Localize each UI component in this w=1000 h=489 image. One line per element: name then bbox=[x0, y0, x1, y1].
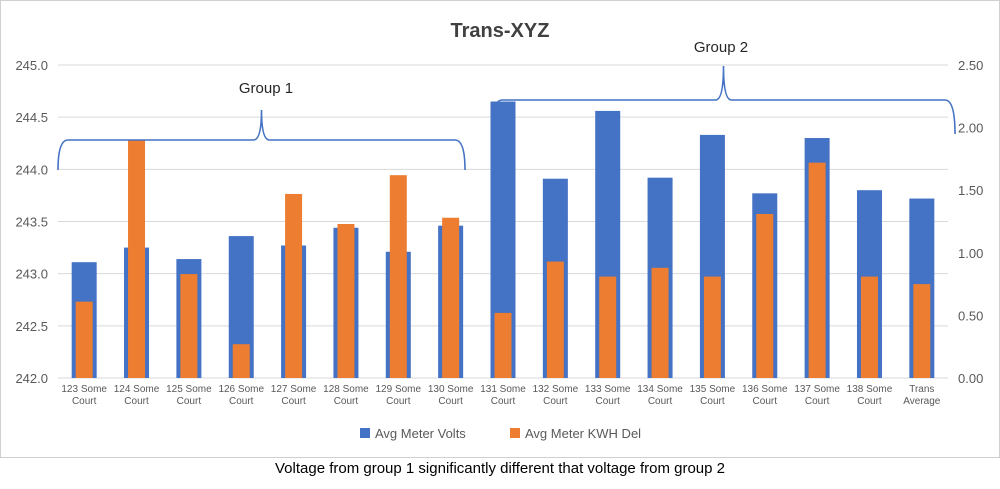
x-tick-label: Court bbox=[700, 396, 725, 407]
x-tick-label: 129 Some bbox=[375, 384, 421, 395]
bar-avg-meter-kwh-del bbox=[128, 140, 146, 378]
bar-avg-meter-kwh-del bbox=[808, 162, 826, 378]
chart-svg: Trans-XYZ 242.0 242.5 243.0 243.5 244.0 244.5 2… bbox=[15, 20, 983, 441]
bar-avg-meter-kwh-del bbox=[442, 217, 460, 378]
x-tick-label: Court bbox=[177, 396, 202, 407]
bar-avg-meter-kwh-del bbox=[75, 301, 93, 378]
x-tick-label: 130 Some bbox=[428, 384, 474, 395]
y-left-tick-label: 243.0 bbox=[15, 267, 48, 282]
y-right-tick-label: 1.50 bbox=[958, 183, 983, 198]
x-tick-label: Court bbox=[72, 396, 97, 407]
x-tick-label: Average bbox=[903, 396, 941, 407]
x-tick-label: 136 Some bbox=[742, 384, 788, 395]
bar-avg-meter-kwh-del bbox=[599, 276, 617, 378]
group-2-label: Group 2 bbox=[694, 39, 748, 56]
bar-avg-meter-kwh-del bbox=[389, 175, 407, 378]
x-tick-label: Court bbox=[438, 396, 463, 407]
x-tick-label: 124 Some bbox=[114, 384, 160, 395]
bar-avg-meter-kwh-del bbox=[546, 261, 564, 378]
bar-avg-meter-kwh-del bbox=[232, 344, 250, 378]
bar-avg-meter-kwh-del bbox=[860, 276, 878, 378]
y-left-tick-label: 242.5 bbox=[15, 319, 48, 334]
group-1-label: Group 1 bbox=[239, 80, 293, 97]
x-tick-label: 123 Some bbox=[61, 384, 107, 395]
x-tick-label: Court bbox=[386, 396, 411, 407]
y-left-tick-label: 243.5 bbox=[15, 215, 48, 230]
x-tick-label: 127 Some bbox=[271, 384, 317, 395]
y-right-tick-label: 1.00 bbox=[958, 246, 983, 261]
legend-label-avg-meter-volts: Avg Meter Volts bbox=[375, 426, 466, 441]
y-right-tick-label: 2.00 bbox=[958, 121, 983, 136]
x-tick-label: 125 Some bbox=[166, 384, 212, 395]
x-tick-label: Court bbox=[334, 396, 359, 407]
x-tick-label: 137 Some bbox=[794, 384, 840, 395]
x-tick-label: Trans bbox=[909, 384, 934, 395]
x-tick-label: Court bbox=[648, 396, 673, 407]
y-right-tick-label: 0.50 bbox=[958, 308, 983, 323]
x-tick-label: Court bbox=[229, 396, 254, 407]
group-2-brace bbox=[491, 65, 956, 135]
y-right-tick-label: 0.00 bbox=[958, 371, 983, 386]
x-tick-label: Court bbox=[491, 396, 516, 407]
bar-avg-meter-kwh-del bbox=[913, 284, 931, 378]
x-tick-label: 138 Some bbox=[847, 384, 893, 395]
legend-swatch-avg-meter-volts bbox=[360, 428, 370, 438]
bar-avg-meter-kwh-del bbox=[337, 224, 355, 378]
x-tick-label: 128 Some bbox=[323, 384, 369, 395]
x-tick-label: 134 Some bbox=[637, 384, 683, 395]
x-tick-label: 131 Some bbox=[480, 384, 526, 395]
bar-avg-meter-kwh-del bbox=[703, 276, 721, 378]
x-tick-label: Court bbox=[281, 396, 306, 407]
group-1-brace bbox=[57, 109, 466, 171]
legend-label-avg-meter-kwh-del: Avg Meter KWH Del bbox=[525, 426, 641, 441]
x-tick-label: Court bbox=[124, 396, 149, 407]
y-left-tick-label: 245.0 bbox=[15, 58, 48, 73]
x-tick-label: 126 Some bbox=[218, 384, 264, 395]
bar-avg-meter-kwh-del bbox=[756, 213, 774, 378]
y-right-tick-label: 2.50 bbox=[958, 58, 983, 73]
bar-avg-meter-kwh-del bbox=[285, 193, 303, 378]
y-left-tick-label: 244.5 bbox=[15, 110, 48, 125]
x-tick-label: 133 Some bbox=[585, 384, 631, 395]
x-tick-label: Court bbox=[805, 396, 830, 407]
y-left-tick-label: 244.0 bbox=[15, 162, 48, 177]
x-tick-label: 135 Some bbox=[690, 384, 736, 395]
chart-caption: Voltage from group 1 significantly diffe… bbox=[275, 460, 725, 477]
x-tick-label: Court bbox=[595, 396, 620, 407]
bar-avg-meter-kwh-del bbox=[180, 274, 198, 378]
bar-avg-meter-kwh-del bbox=[494, 312, 512, 378]
y-left-tick-label: 242.0 bbox=[15, 371, 48, 386]
legend-swatch-avg-meter-kwh-del bbox=[510, 428, 520, 438]
x-tick-label: Court bbox=[857, 396, 882, 407]
chart-title: Trans-XYZ bbox=[451, 20, 550, 42]
x-tick-label: 132 Some bbox=[533, 384, 579, 395]
x-tick-label: Court bbox=[543, 396, 568, 407]
bar-avg-meter-kwh-del bbox=[651, 267, 669, 378]
x-tick-label: Court bbox=[753, 396, 778, 407]
